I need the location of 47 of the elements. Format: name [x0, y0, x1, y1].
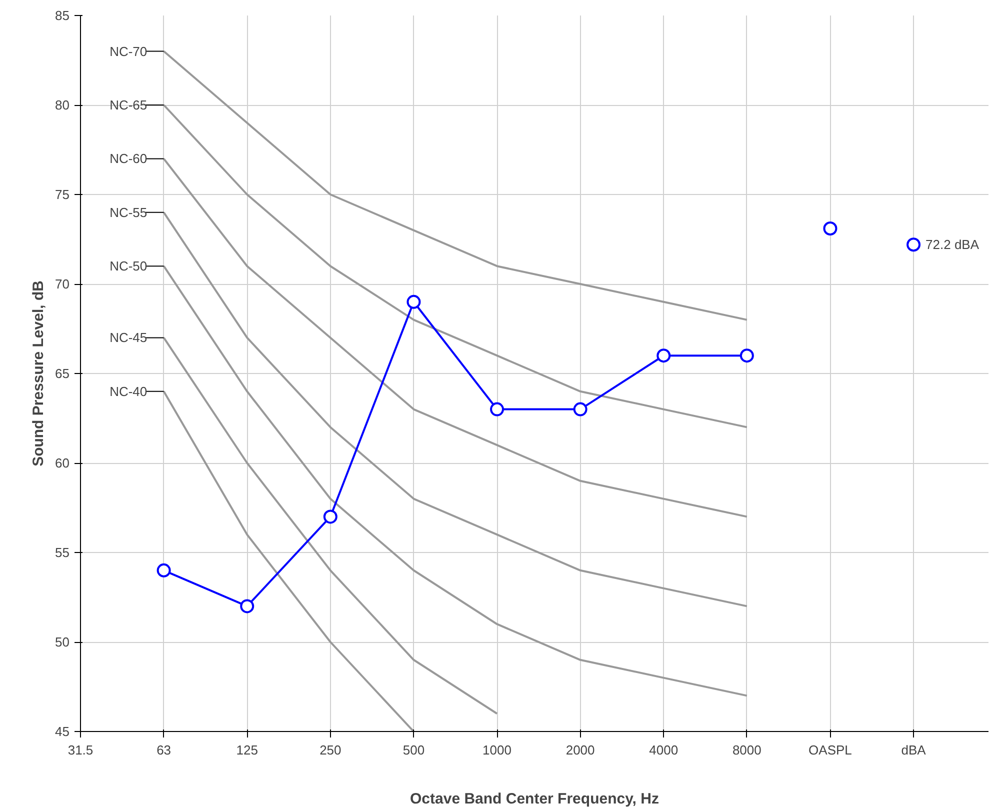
line-series	[162, 265, 748, 697]
x-axis-title: Octave Band Center Frequency, Hz	[410, 790, 659, 808]
series-label: NC-45	[110, 330, 148, 346]
line-series	[162, 158, 748, 518]
y-tick-label: 75	[55, 187, 70, 202]
series-label: NC-55	[110, 204, 148, 220]
annotation: 72.2 dBA	[926, 237, 980, 252]
point	[323, 510, 338, 524]
x-tick-label: 250	[320, 742, 342, 758]
point	[156, 563, 171, 578]
point	[656, 348, 671, 363]
series-label: NC-40	[110, 384, 148, 399]
line-series	[162, 336, 498, 715]
point	[240, 599, 254, 614]
y-tick-label: 50	[55, 634, 70, 650]
point	[406, 294, 421, 309]
point	[823, 222, 838, 236]
point	[740, 348, 754, 363]
y-tick-label: 55	[55, 545, 70, 560]
series-label: NC-65	[110, 98, 148, 112]
series-label: NC-50	[110, 258, 148, 274]
y-tick-label: 60	[55, 456, 70, 470]
x-tick-label: dBA	[901, 742, 926, 758]
series-label: NC-60	[110, 151, 148, 166]
line-series	[162, 211, 748, 608]
y-tick-label: 65	[55, 366, 70, 381]
x-tick-label: 125	[236, 742, 258, 758]
y-axis-title: Sound Pressure Level, dB	[30, 280, 48, 466]
point	[906, 238, 921, 252]
series-label: NC-70	[110, 44, 148, 59]
y-tick-label: 80	[55, 98, 70, 112]
x-tick-label: 4000	[649, 742, 678, 758]
x-tick-label: 63	[156, 742, 172, 758]
y-tick-label: 85	[55, 8, 70, 23]
x-tick-label: 8000	[732, 742, 762, 758]
y-tick-label: 70	[55, 276, 70, 292]
x-tick-label: 1000	[482, 742, 512, 758]
line-series	[162, 390, 415, 732]
line-series	[162, 50, 748, 321]
x-tick-label: 2000	[566, 742, 595, 758]
point	[573, 402, 588, 416]
line-series	[162, 104, 748, 428]
y-tick-label: 45	[55, 724, 70, 739]
x-tick-label: OASPL	[808, 742, 852, 758]
point	[490, 402, 504, 416]
x-tick-label: 31.5	[68, 742, 94, 758]
x-tick-label: 500	[402, 742, 425, 758]
